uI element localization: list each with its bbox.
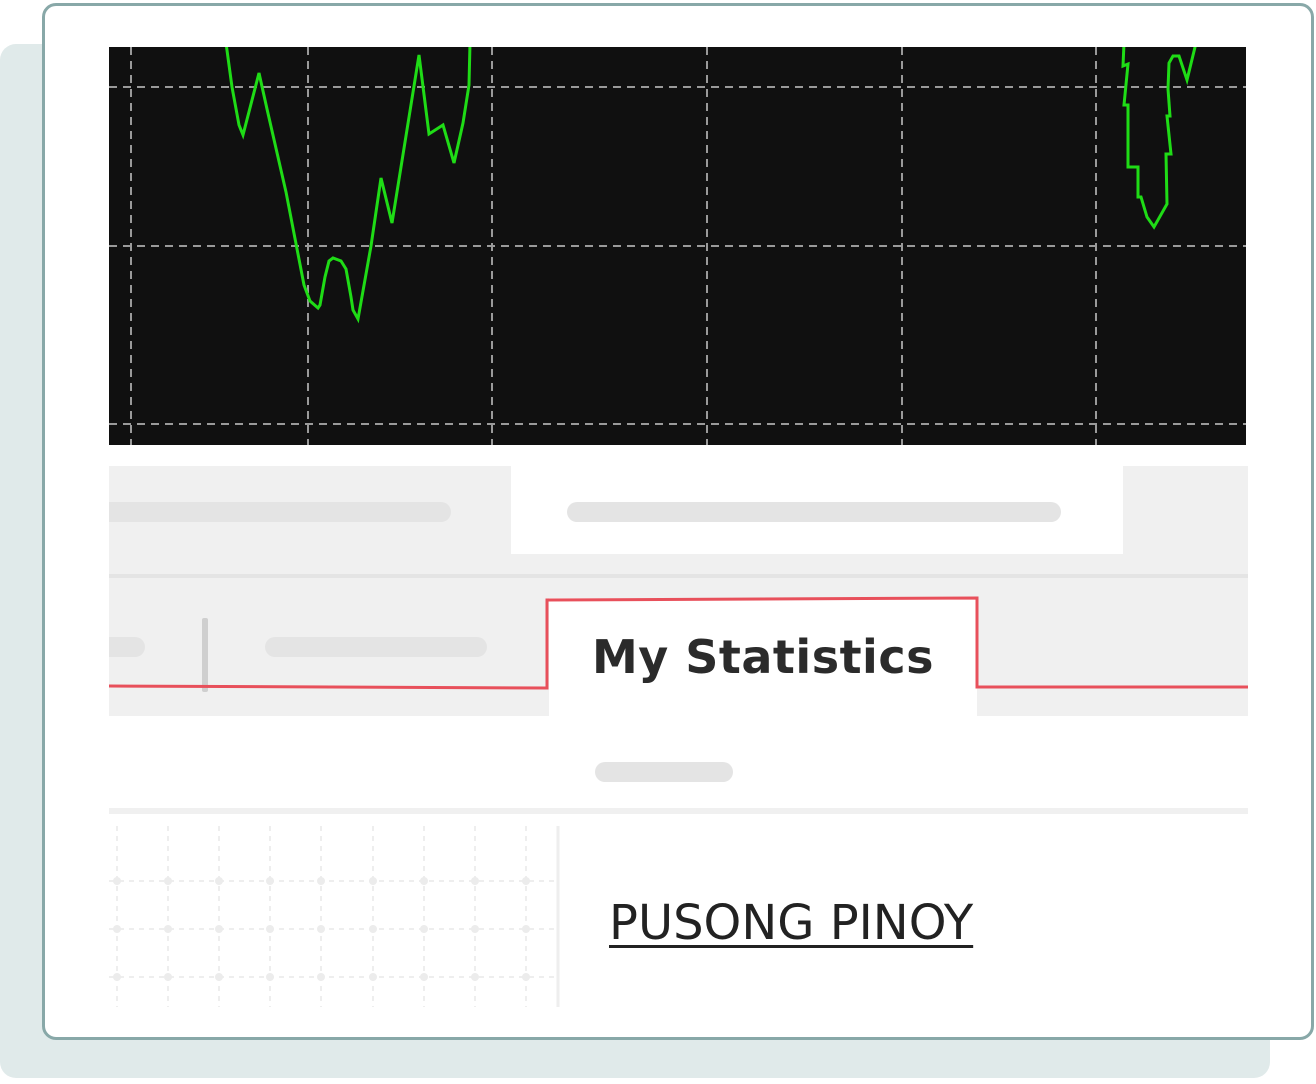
tab-my-statistics[interactable]: My Statistics [549, 598, 977, 716]
pusong-pinoy-link[interactable]: PUSONG PINOY [609, 895, 974, 951]
placeholder-bar [109, 637, 145, 657]
tab-label: My Statistics [592, 630, 934, 684]
card-content: My Statistics [109, 47, 1248, 1007]
top-tab-active[interactable] [511, 466, 1123, 554]
top-tab-row [109, 466, 1248, 580]
price-line-left [225, 47, 472, 324]
sub-header-row [109, 716, 1248, 808]
row-separator [109, 808, 1248, 814]
mini-grid [109, 826, 560, 1007]
tab-divider [202, 618, 208, 692]
price-line-right [1121, 47, 1197, 230]
placeholder-bar [567, 502, 1061, 522]
stats-tab-bar: My Statistics [109, 578, 1248, 716]
placeholder-bar [109, 502, 451, 522]
placeholder-bar [595, 762, 733, 782]
placeholder-bar [265, 637, 487, 657]
row-separator [109, 574, 1248, 580]
card: My Statistics [42, 3, 1314, 1040]
active-tab-outline [109, 596, 1248, 690]
price-chart [109, 47, 1246, 445]
chart-grid [109, 47, 1246, 445]
